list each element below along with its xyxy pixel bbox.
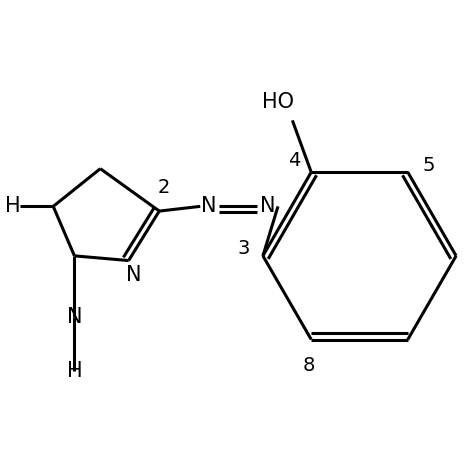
Text: N: N	[67, 307, 82, 327]
Text: N: N	[201, 196, 217, 216]
Text: HO: HO	[262, 91, 294, 111]
Text: 5: 5	[423, 155, 435, 174]
Text: 8: 8	[303, 356, 315, 375]
Text: N: N	[126, 264, 141, 285]
Text: N: N	[260, 196, 275, 216]
Text: 4: 4	[289, 151, 301, 170]
Text: H: H	[5, 196, 21, 216]
Text: 2: 2	[158, 178, 170, 197]
Text: H: H	[67, 361, 82, 381]
Text: 3: 3	[238, 239, 250, 258]
